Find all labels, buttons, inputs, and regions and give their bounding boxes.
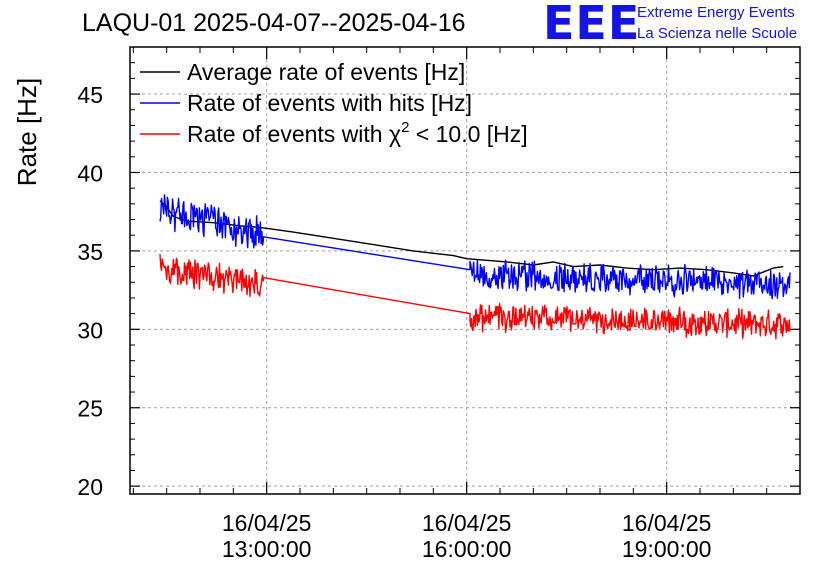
legend-chi2-suffix: < 10.0 [Hz] — [409, 121, 527, 147]
series-line-chi2 — [159, 253, 791, 340]
legend-label-avg: Average rate of events [Hz] — [187, 59, 465, 85]
y-tick-label: 45 — [77, 82, 103, 108]
legend-chi2-sup: 2 — [401, 119, 409, 136]
chart-title: LAQU-01 2025-04-07--2025-04-16 — [82, 9, 466, 37]
x-tick-label-time: 13:00:00 — [222, 536, 312, 562]
eee-logo-mark: EEE — [543, 0, 641, 50]
y-tick-label: 25 — [77, 396, 103, 422]
plot-frame — [129, 46, 801, 495]
legend-chi2-prefix: Rate of events with — [187, 121, 389, 147]
x-tick-label-date: 16/04/25 — [622, 510, 712, 536]
logo-line-1: Extreme Energy Events — [637, 4, 795, 21]
legend-label-hits: Rate of events with hits [Hz] — [187, 90, 472, 116]
series-line-hits — [159, 194, 791, 300]
y-axis-label: Rate [Hz] — [12, 78, 42, 186]
y-tick-label: 20 — [77, 474, 103, 500]
series-layer — [159, 194, 791, 340]
y-tick-label: 40 — [77, 160, 103, 186]
x-tick-labels: 16/04/2513:00:0016/04/2516:00:0016/04/25… — [222, 510, 712, 562]
y-tick-labels: 20 25 30 35 40 45 — [77, 82, 103, 500]
x-tick-label-time: 19:00:00 — [622, 536, 712, 562]
x-tick-label-time: 16:00:00 — [422, 536, 512, 562]
axis-ticks — [130, 46, 801, 494]
logo-line-2: La Scienza nelle Scuole — [637, 25, 798, 42]
y-tick-label: 30 — [77, 317, 103, 343]
y-tick-label: 35 — [77, 239, 103, 265]
legend-label-chi2: Rate of events with χ2 < 10.0 [Hz] — [187, 119, 528, 147]
x-tick-label-date: 16/04/25 — [222, 510, 312, 536]
legend: Average rate of events [Hz] Rate of even… — [140, 59, 528, 147]
legend-chi2-symbol: χ — [389, 121, 401, 147]
x-tick-label-date: 16/04/25 — [422, 510, 512, 536]
